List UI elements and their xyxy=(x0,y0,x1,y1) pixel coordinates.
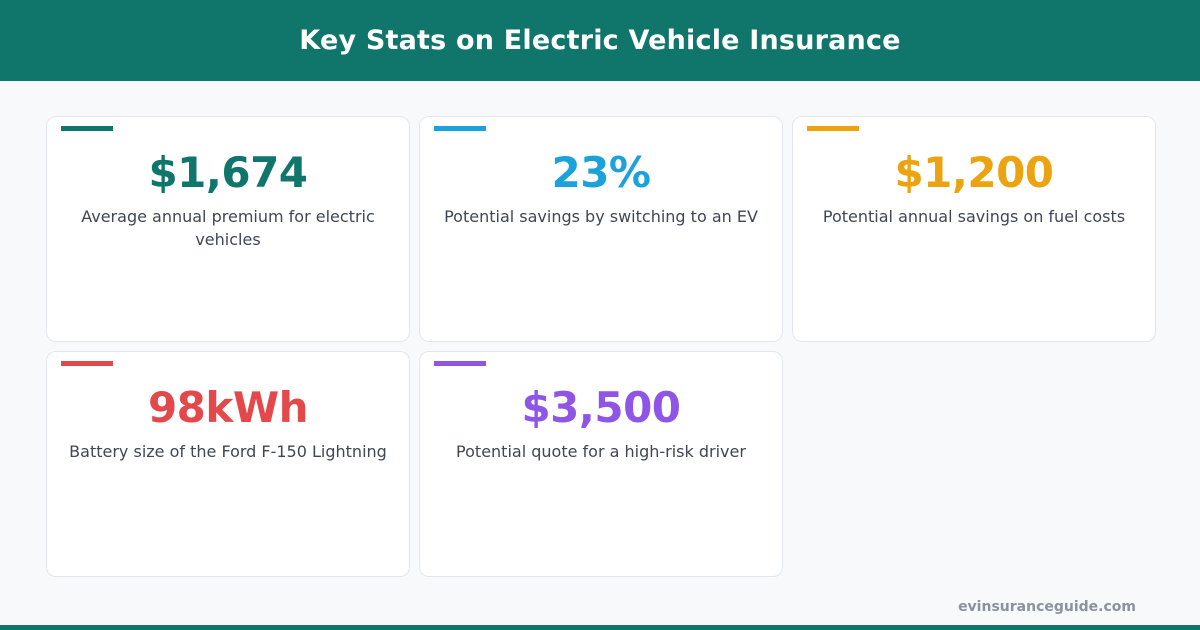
card-accent-bar xyxy=(807,126,859,131)
stat-value: $1,200 xyxy=(894,148,1054,197)
header-banner: Key Stats on Electric Vehicle Insurance xyxy=(0,0,1200,81)
stat-description: Battery size of the Ford F-150 Lightning xyxy=(69,442,387,461)
stat-value: $3,500 xyxy=(521,383,681,432)
card-accent-bar xyxy=(434,361,486,366)
bottom-accent-bar xyxy=(0,625,1200,630)
card-accent-bar xyxy=(61,126,113,131)
stat-description: Average annual premium for electric vehi… xyxy=(81,207,375,249)
stat-description: Potential annual savings on fuel costs xyxy=(822,207,1126,226)
stat-description: Potential quote for a high-risk driver xyxy=(456,442,746,461)
stat-value: 23% xyxy=(551,148,651,197)
stat-card-high-risk-quote: $3,500 Potential quote for a high-risk d… xyxy=(419,351,783,577)
stat-value: 98kWh xyxy=(147,383,309,432)
stat-card-ev-savings: 23% Potential savings by switching to an… xyxy=(419,116,783,342)
stat-card-battery-size: 98kWh Battery size of the Ford F-150 Lig… xyxy=(46,351,410,577)
page-title: Key Stats on Electric Vehicle Insurance xyxy=(299,25,901,56)
stat-card-average-premium: $1,674 Average annual premium for electr… xyxy=(46,116,410,342)
card-accent-bar xyxy=(434,126,486,131)
stat-description: Potential savings by switching to an EV xyxy=(444,207,758,226)
stat-value: $1,674 xyxy=(148,148,308,197)
card-accent-bar xyxy=(61,361,113,366)
site-url: evinsuranceguide.com xyxy=(958,599,1136,615)
stat-card-fuel-savings: $1,200 Potential annual savings on fuel … xyxy=(792,116,1156,342)
